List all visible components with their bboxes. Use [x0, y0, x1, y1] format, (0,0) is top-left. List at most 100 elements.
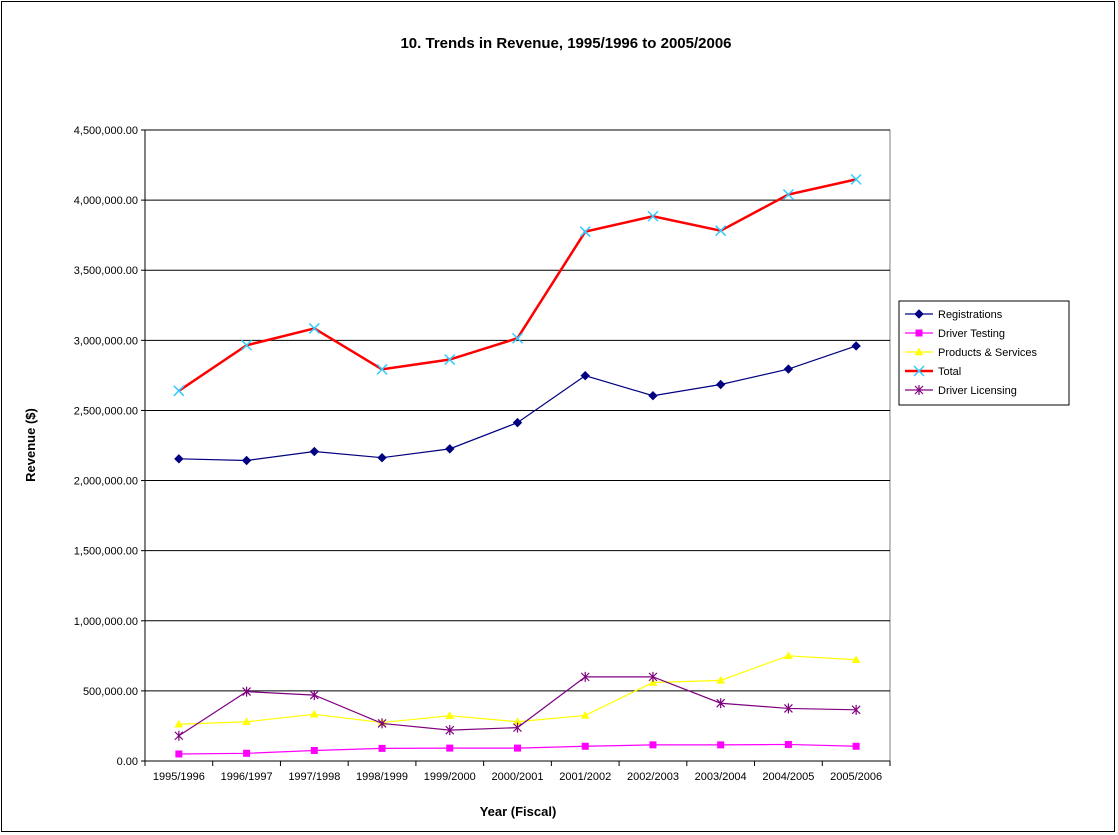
- x-tick-label: 2005/2006: [830, 771, 882, 783]
- data-point: [914, 347, 924, 356]
- data-point: [241, 339, 253, 351]
- y-tick-label: 500,000.00: [83, 686, 138, 698]
- legend-item: Total: [905, 365, 961, 378]
- data-point: [377, 452, 387, 463]
- series-driver-licensing: [174, 671, 861, 741]
- data-point: [851, 655, 861, 664]
- plot-area: [144, 129, 891, 762]
- data-point: [445, 444, 455, 454]
- y-tick-label: 1,000,000.00: [74, 616, 138, 628]
- x-tick-label: 2000/2001: [492, 771, 544, 783]
- data-point: [782, 188, 794, 201]
- data-point: [851, 341, 861, 351]
- data-point: [175, 750, 183, 758]
- y-tick-label: 4,500,000.00: [74, 125, 138, 137]
- y-tick-label: 1,500,000.00: [74, 546, 138, 558]
- data-point: [648, 671, 658, 682]
- series-group: [173, 173, 862, 758]
- data-point: [715, 379, 726, 390]
- legend-label: Products & Services: [938, 347, 1038, 359]
- data-point: [445, 711, 455, 719]
- y-tick-label: 2,500,000.00: [74, 405, 138, 417]
- y-tick-label: 4,000,000.00: [74, 195, 138, 207]
- data-point: [308, 322, 320, 334]
- data-point: [376, 363, 388, 375]
- x-tick-label: 2001/2002: [559, 771, 611, 783]
- data-point: [243, 749, 251, 757]
- data-point: [446, 744, 454, 752]
- data-point: [514, 744, 521, 752]
- data-point: [378, 744, 386, 752]
- x-axis-title: Year (Fiscal): [480, 804, 557, 819]
- x-tick-label: 2003/2004: [695, 771, 747, 783]
- legend-item: Products & Services: [905, 347, 1038, 359]
- data-point: [715, 225, 727, 237]
- data-point: [649, 741, 657, 749]
- legend: Registrations Driver Testing Products & Se…: [898, 300, 1070, 406]
- legend-item: Driver Licensing: [905, 385, 1017, 397]
- data-point: [783, 703, 793, 714]
- gridlines: [145, 129, 890, 692]
- data-point: [309, 709, 319, 718]
- data-point: [717, 741, 725, 749]
- legend-label: Driver Testing: [938, 328, 1005, 340]
- x-tick-label: 1997/1998: [288, 771, 340, 783]
- legend-item: Registrations: [905, 309, 1003, 321]
- data-point: [647, 210, 659, 222]
- series-registrations: [174, 341, 861, 466]
- x-tick-label: 1998/1999: [356, 771, 408, 783]
- data-point: [914, 385, 924, 395]
- chart-title: 10. Trends in Revenue, 1995/1996 to 2005…: [400, 35, 731, 52]
- x-tick-label: 1995/1996: [153, 771, 205, 783]
- y-tick-label: 3,000,000.00: [74, 335, 138, 347]
- legend-box: [898, 300, 1070, 406]
- x-tick-label: 1996/1997: [221, 771, 273, 783]
- x-tick-label: 2004/2005: [762, 771, 814, 783]
- data-point: [174, 454, 184, 464]
- x-tick-label: 2002/2003: [627, 771, 679, 783]
- data-point: [241, 455, 252, 466]
- data-point: [580, 710, 590, 719]
- data-point: [174, 719, 184, 728]
- data-point: [851, 704, 861, 715]
- data-point: [648, 677, 658, 686]
- data-point: [242, 717, 252, 725]
- legend-label: Registrations: [938, 309, 1003, 321]
- data-point: [174, 730, 184, 741]
- data-point: [648, 391, 658, 401]
- y-tick-label: 3,500,000.00: [74, 265, 138, 277]
- data-point: [783, 651, 793, 660]
- data-point: [579, 226, 591, 238]
- data-point: [513, 722, 522, 733]
- legend-item: Driver Testing: [905, 328, 1005, 340]
- x-tick-label: 1999/2000: [424, 771, 476, 783]
- data-point: [445, 725, 455, 736]
- data-point: [309, 446, 320, 457]
- data-point: [580, 671, 590, 682]
- data-point: [512, 417, 523, 428]
- data-point: [784, 740, 792, 748]
- data-point: [914, 309, 924, 319]
- x-axis: 1995/1996 1996/1997 1997/1998 1998/1999 1999…: [144, 760, 891, 783]
- data-point: [913, 365, 925, 377]
- legend-label: Driver Licensing: [938, 385, 1017, 397]
- data-point: [377, 718, 387, 729]
- series-driver-testing: [175, 740, 860, 758]
- data-point: [915, 329, 923, 337]
- series-products-services: [174, 651, 861, 728]
- y-tick-label: 2,000,000.00: [74, 476, 138, 488]
- data-point: [511, 332, 524, 344]
- data-point: [783, 364, 794, 374]
- data-point: [309, 690, 319, 701]
- data-point: [716, 698, 726, 709]
- y-axis-title: Revenue ($): [23, 408, 38, 482]
- series-total: [173, 173, 862, 397]
- data-point: [716, 675, 726, 684]
- y-axis: 0.00 500,000.00 1,000,000.00 1,500,000.00 2,…: [74, 125, 146, 768]
- data-point: [173, 385, 185, 397]
- data-point: [580, 370, 590, 381]
- data-point: [310, 746, 318, 754]
- data-point: [242, 686, 252, 697]
- legend-label: Total: [938, 366, 961, 378]
